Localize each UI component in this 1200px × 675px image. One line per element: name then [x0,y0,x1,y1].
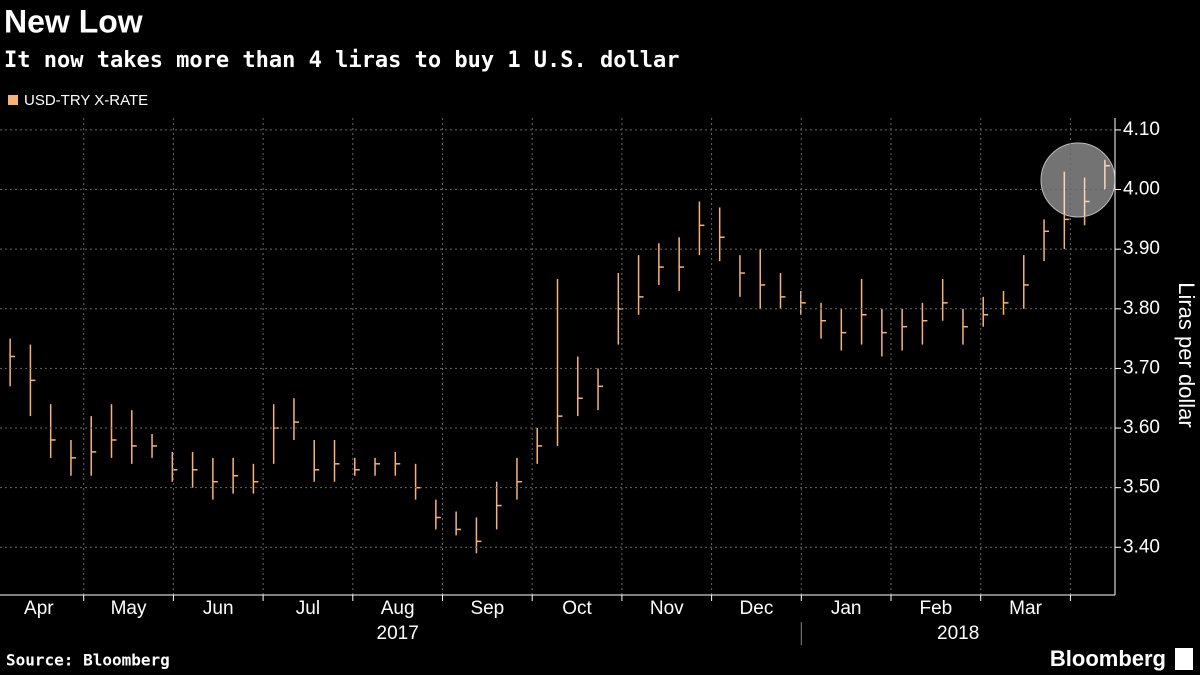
x-tick-label: Apr [24,598,54,619]
x-tick-label: Jun [203,598,234,619]
x-tick-label: Aug [381,598,415,619]
year-label: 2018 [937,623,979,644]
chart-subtitle: It now takes more than 4 liras to buy 1 … [4,48,680,73]
x-tick-label: Jul [296,598,320,619]
chart-title: New Low [4,3,143,39]
y-tick-label: 3.80 [1123,298,1160,319]
y-tick-label: 3.40 [1123,536,1160,557]
y-tick-label: 3.70 [1123,357,1160,378]
highlight-circle [1040,142,1116,218]
x-tick-label: Feb [919,598,952,619]
x-tick-label: Jan [831,598,862,619]
y-tick-label: 3.60 [1123,417,1160,438]
x-tick-label: Sep [470,598,504,619]
year-label: 2017 [377,623,419,644]
y-tick-label: 4.10 [1123,119,1160,140]
x-tick-label: Nov [650,598,684,619]
legend-swatch [8,95,18,105]
x-tick-label: May [111,598,147,619]
y-axis-label: Liras per dollar [1174,282,1199,428]
source: Source: Bloomberg [6,651,170,670]
y-tick-label: 3.90 [1123,238,1160,259]
y-tick-label: 4.00 [1123,179,1160,200]
x-tick-label: Dec [740,598,774,619]
brand: Bloomberg [1050,646,1166,671]
legend-label: USD-TRY X-RATE [24,92,148,109]
y-tick-label: 3.50 [1123,477,1160,498]
x-tick-label: Oct [562,598,592,619]
x-tick-label: Mar [1009,598,1042,619]
brand-icon [1175,648,1193,670]
